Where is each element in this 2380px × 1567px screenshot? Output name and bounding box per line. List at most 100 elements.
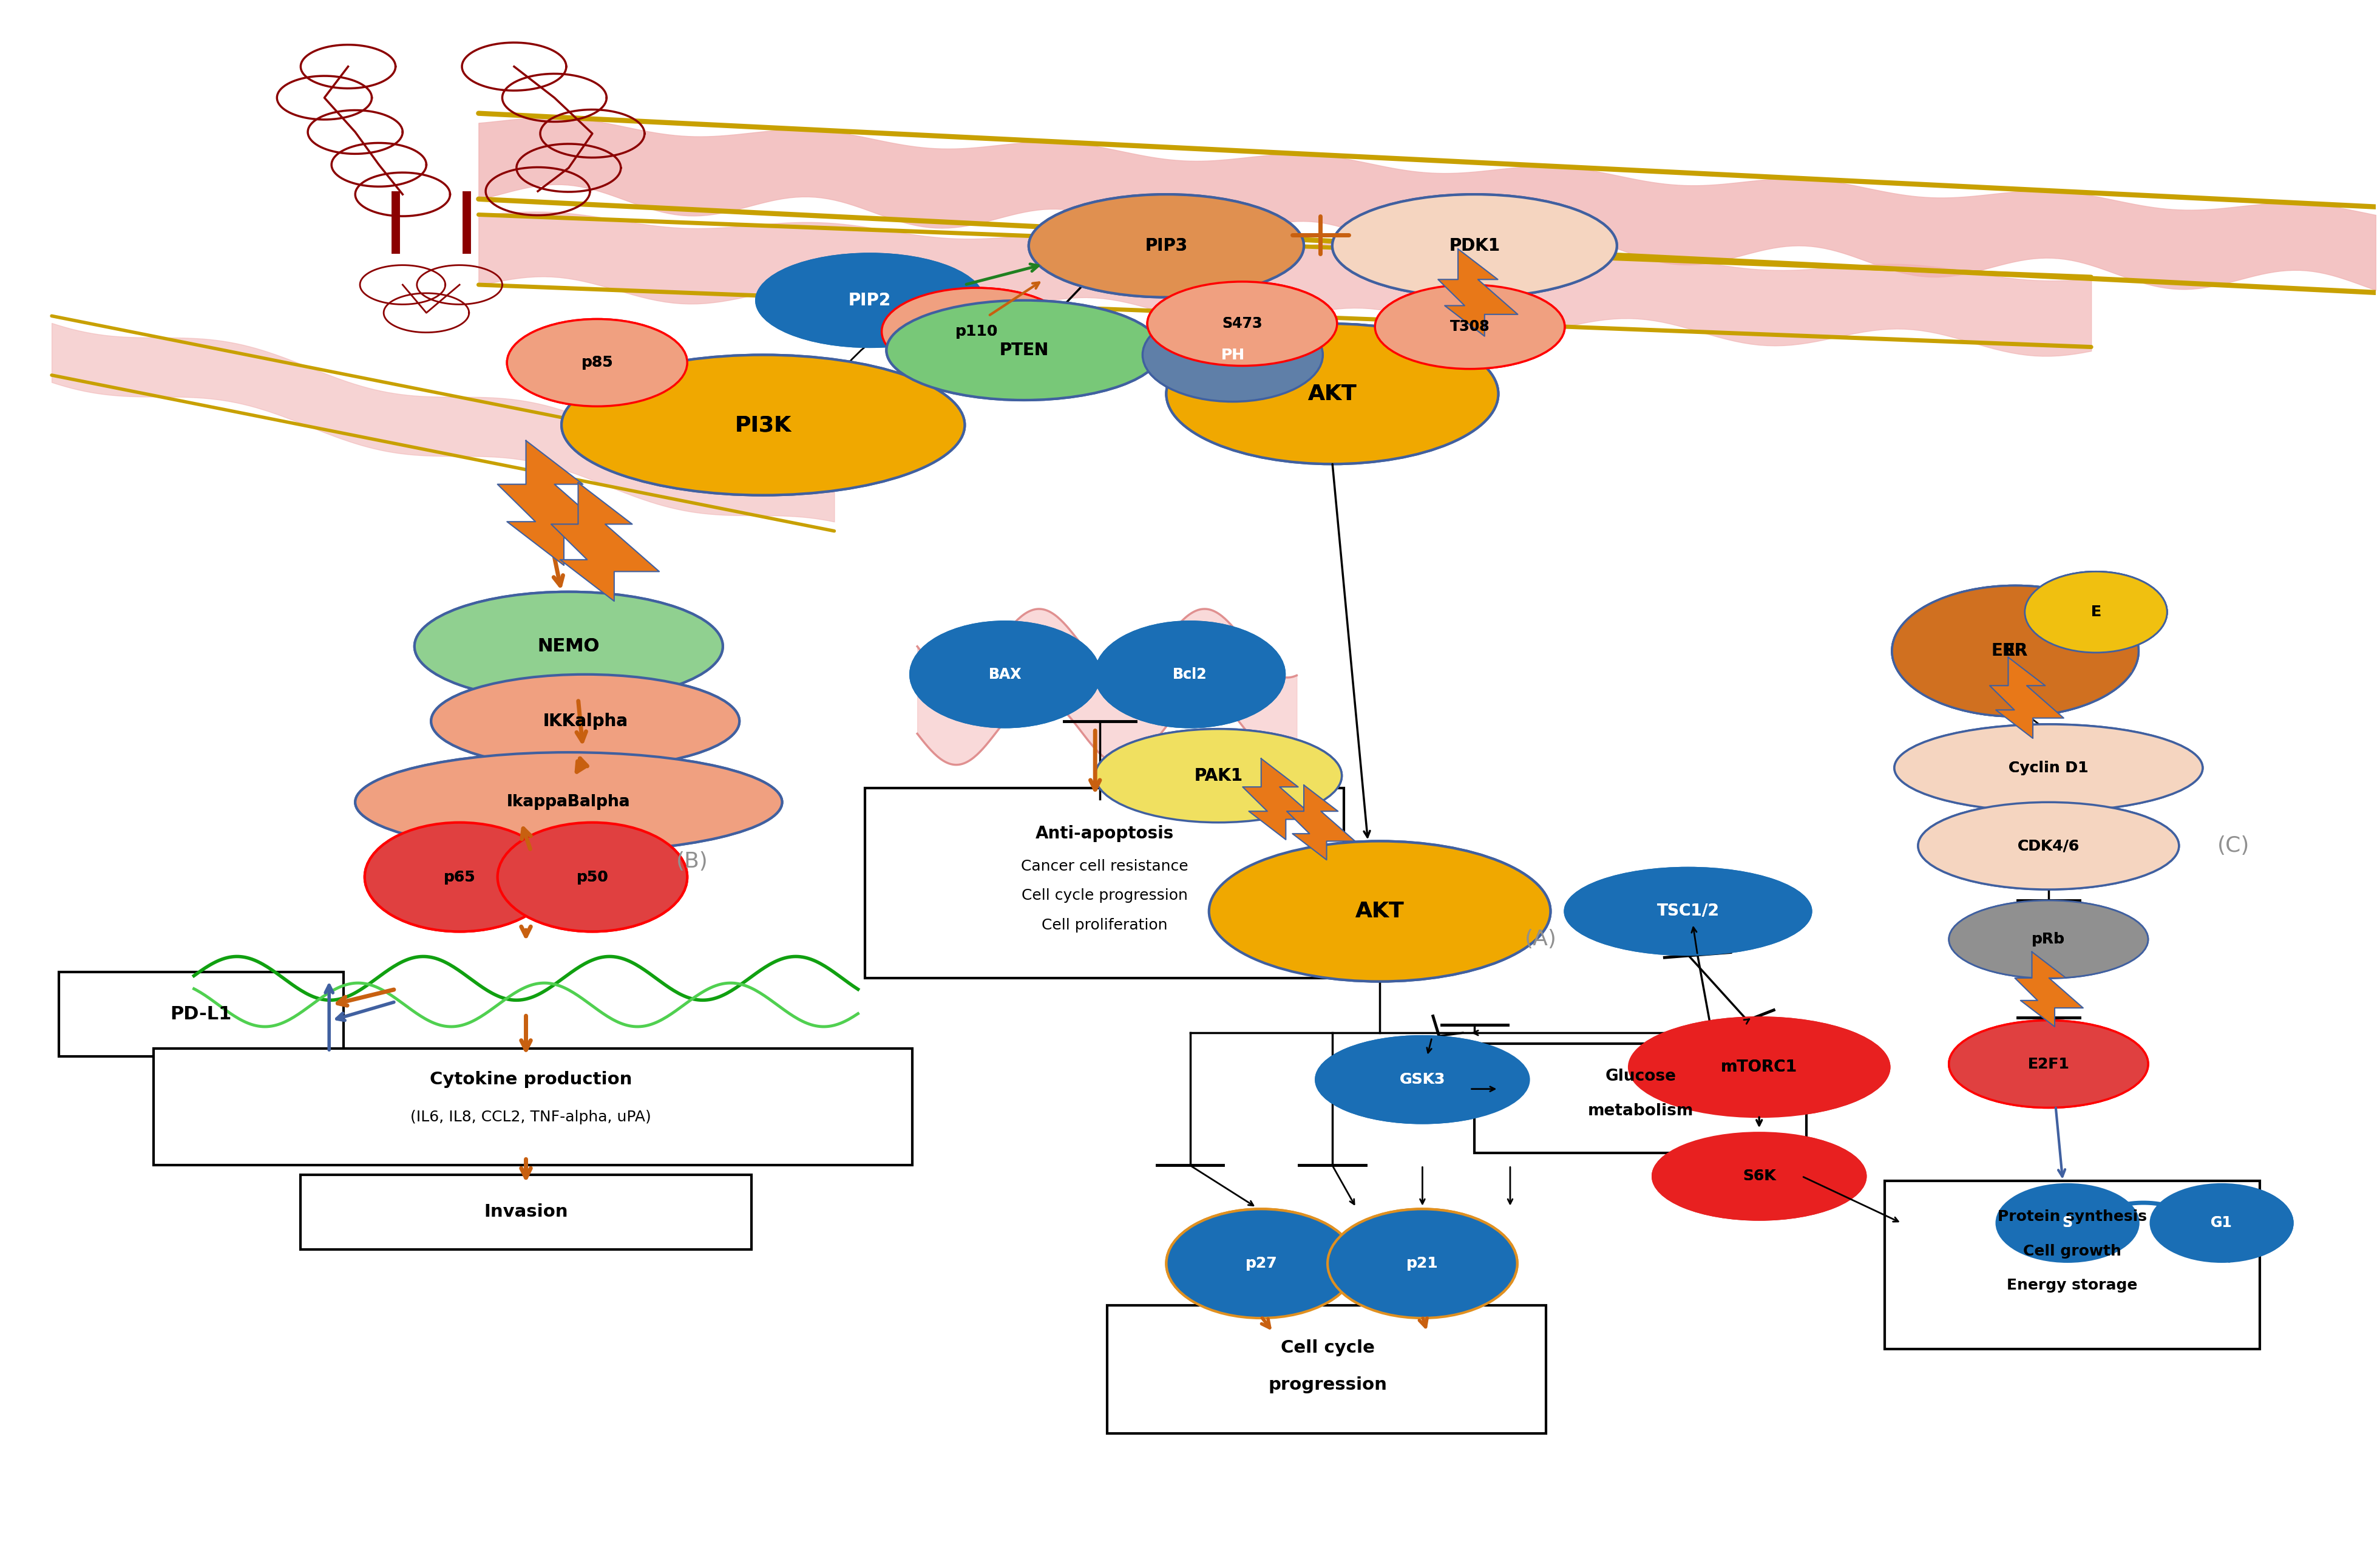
- Text: Cell growth: Cell growth: [2023, 1244, 2121, 1258]
- Ellipse shape: [881, 288, 1071, 375]
- Text: pRb: pRb: [2033, 932, 2066, 946]
- Text: p50: p50: [576, 870, 609, 884]
- Text: Cell cycle progression: Cell cycle progression: [1021, 888, 1188, 903]
- Text: G1: G1: [2211, 1216, 2232, 1230]
- Text: S: S: [2063, 1216, 2073, 1230]
- FancyBboxPatch shape: [864, 788, 1345, 978]
- Text: PI3K: PI3K: [735, 415, 793, 436]
- Text: Cytokine production: Cytokine production: [428, 1072, 631, 1087]
- Ellipse shape: [355, 752, 783, 852]
- Ellipse shape: [885, 301, 1161, 400]
- Ellipse shape: [1095, 622, 1285, 727]
- Polygon shape: [552, 483, 659, 602]
- Ellipse shape: [1095, 729, 1342, 823]
- Text: IkappaBalpha: IkappaBalpha: [507, 794, 631, 810]
- Ellipse shape: [1652, 1133, 1866, 1219]
- Ellipse shape: [1142, 309, 1323, 401]
- Text: T308: T308: [1449, 320, 1490, 334]
- Text: Anti-apoptosis: Anti-apoptosis: [1035, 824, 1173, 841]
- Text: PAK1: PAK1: [1195, 768, 1242, 784]
- Ellipse shape: [1166, 324, 1499, 464]
- Text: PAK1: PAK1: [1195, 768, 1242, 784]
- Text: TSC1/2: TSC1/2: [1656, 904, 1718, 920]
- Text: IkappaBalpha: IkappaBalpha: [507, 794, 631, 810]
- Ellipse shape: [2152, 1185, 2292, 1261]
- Text: PI3K: PI3K: [735, 415, 793, 436]
- Text: Cell proliferation: Cell proliferation: [1042, 918, 1169, 932]
- Text: ER: ER: [2004, 642, 2028, 660]
- Text: p110: p110: [954, 324, 997, 338]
- Text: S473: S473: [1221, 317, 1261, 331]
- FancyBboxPatch shape: [1885, 1182, 2259, 1349]
- FancyBboxPatch shape: [1476, 1044, 1806, 1153]
- Text: p65: p65: [443, 870, 476, 884]
- Ellipse shape: [414, 592, 724, 700]
- Text: (C): (C): [2218, 835, 2249, 856]
- Ellipse shape: [355, 752, 783, 852]
- Text: p65: p65: [443, 870, 476, 884]
- Ellipse shape: [1316, 1036, 1528, 1124]
- Text: p27: p27: [1245, 1257, 1278, 1271]
- Ellipse shape: [1949, 1020, 2149, 1108]
- Text: S473: S473: [1221, 317, 1261, 331]
- Text: GSK3: GSK3: [1399, 1072, 1445, 1087]
- Polygon shape: [2016, 951, 2082, 1026]
- Ellipse shape: [909, 622, 1100, 727]
- Text: Bcl2: Bcl2: [1173, 668, 1207, 682]
- Ellipse shape: [909, 622, 1100, 727]
- Ellipse shape: [1209, 841, 1549, 981]
- FancyBboxPatch shape: [300, 1175, 752, 1249]
- Ellipse shape: [1949, 1020, 2149, 1108]
- Text: E: E: [2090, 605, 2102, 619]
- Text: p27: p27: [1245, 1257, 1278, 1271]
- Text: p21: p21: [1407, 1257, 1438, 1271]
- Ellipse shape: [1918, 802, 2180, 890]
- Text: G1: G1: [2211, 1216, 2232, 1230]
- Ellipse shape: [1028, 194, 1304, 298]
- Text: Glucose: Glucose: [1604, 1069, 1676, 1084]
- Ellipse shape: [1997, 1185, 2140, 1261]
- Text: NEMO: NEMO: [538, 638, 600, 655]
- Text: AKT: AKT: [1309, 384, 1357, 404]
- Ellipse shape: [1142, 309, 1323, 401]
- Text: PIP2: PIP2: [850, 291, 890, 309]
- Text: BAX: BAX: [988, 668, 1021, 682]
- FancyBboxPatch shape: [155, 1048, 912, 1166]
- Ellipse shape: [2152, 1185, 2292, 1261]
- Text: Energy storage: Energy storage: [2006, 1279, 2137, 1293]
- Text: p85: p85: [581, 356, 614, 370]
- Polygon shape: [1990, 657, 2063, 738]
- Ellipse shape: [507, 320, 688, 406]
- Ellipse shape: [1095, 729, 1342, 823]
- Text: AKT: AKT: [1354, 901, 1404, 921]
- Ellipse shape: [414, 592, 724, 700]
- Ellipse shape: [1147, 282, 1338, 365]
- Text: ER: ER: [2004, 642, 2028, 660]
- Text: E: E: [2090, 605, 2102, 619]
- Text: CDK4/6: CDK4/6: [2018, 838, 2080, 852]
- Ellipse shape: [757, 254, 983, 348]
- Text: AKT: AKT: [1354, 901, 1404, 921]
- Text: TSC1/2: TSC1/2: [1656, 904, 1718, 920]
- Polygon shape: [1242, 758, 1316, 840]
- Text: PD-L1: PD-L1: [171, 1006, 231, 1023]
- Ellipse shape: [1333, 194, 1616, 298]
- Text: ER: ER: [1992, 642, 2016, 660]
- Text: S6K: S6K: [1742, 1169, 1775, 1183]
- Ellipse shape: [1894, 724, 2202, 812]
- Ellipse shape: [2025, 572, 2168, 652]
- Text: IKKalpha: IKKalpha: [543, 713, 628, 730]
- Ellipse shape: [364, 823, 555, 931]
- Ellipse shape: [1564, 868, 1811, 954]
- Text: PDK1: PDK1: [1449, 237, 1499, 254]
- Text: Cyclin D1: Cyclin D1: [2009, 760, 2087, 776]
- Ellipse shape: [1095, 622, 1285, 727]
- Text: (A): (A): [1526, 929, 1557, 950]
- Polygon shape: [1892, 586, 2130, 716]
- Ellipse shape: [1652, 1133, 1866, 1219]
- Text: (IL6, IL8, CCL2, TNF-alpha, uPA): (IL6, IL8, CCL2, TNF-alpha, uPA): [409, 1109, 652, 1124]
- Ellipse shape: [1894, 724, 2202, 812]
- Text: T308: T308: [1449, 320, 1490, 334]
- Ellipse shape: [1316, 1036, 1528, 1124]
- Text: Cancer cell resistance: Cancer cell resistance: [1021, 859, 1188, 873]
